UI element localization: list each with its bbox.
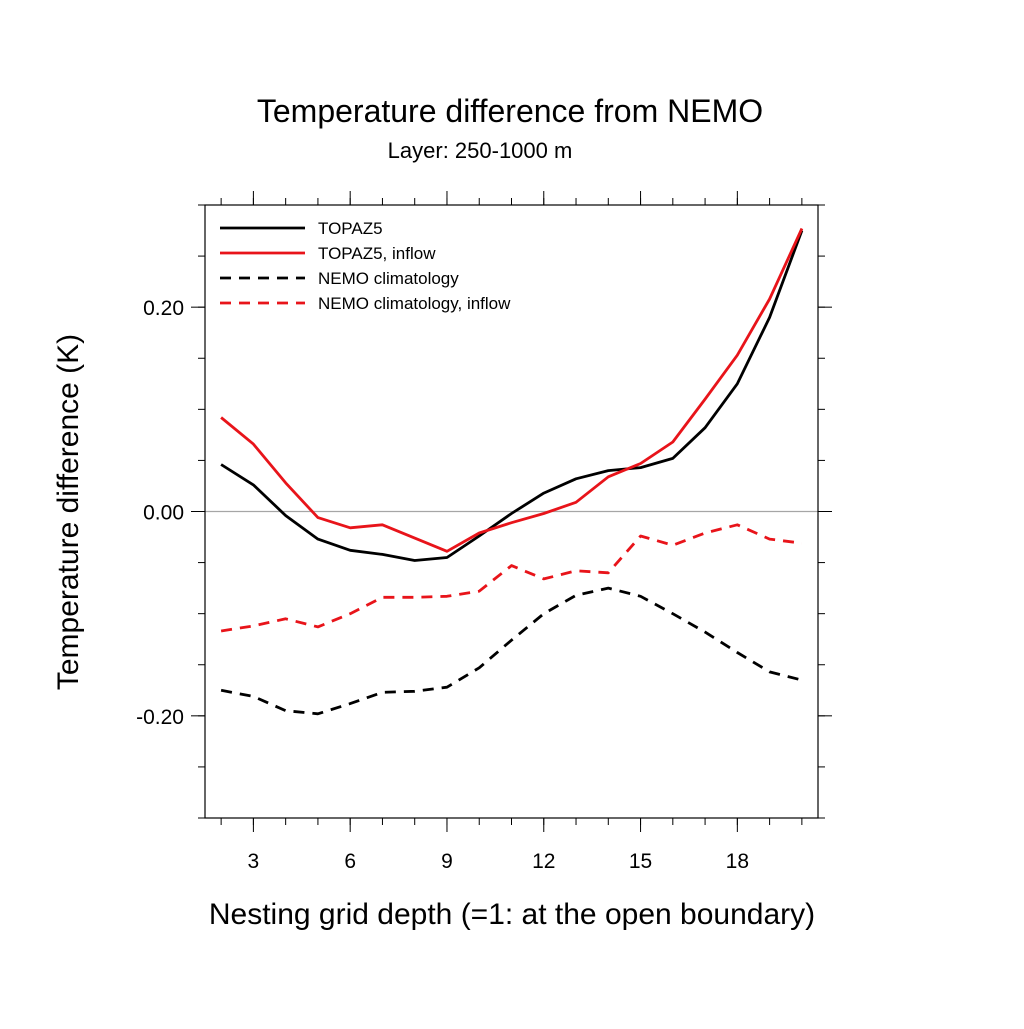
series-line-1 (220, 230, 804, 562)
series-line-2 (220, 227, 804, 553)
y-axis-label: Temperature difference (K) (52, 334, 85, 690)
y-tick-label: -0.20 (136, 706, 184, 729)
legend-label: NEMO climatology, inflow (318, 294, 511, 313)
y-tick-label: 0.00 (143, 502, 184, 525)
x-axis-label: Nesting grid depth (=1: at the open boun… (209, 898, 815, 931)
x-tick-label: 9 (441, 850, 453, 873)
plot-area: -0.20 0.00 0.20 3 6 9 12 15 18 TOPAZ5 TOPAZ5, infl… (136, 191, 832, 873)
legend-label: TOPAZ5 (318, 219, 383, 238)
x-tick-label: 6 (344, 850, 356, 873)
legend-label: TOPAZ5, inflow (318, 244, 436, 263)
chart-subtitle: Layer: 250-1000 m (388, 138, 573, 163)
x-tick-label: 18 (726, 850, 749, 873)
legend: TOPAZ5 TOPAZ5, inflow NEMO climatology NEMO… (220, 219, 511, 313)
series-line-4 (220, 523, 803, 633)
plot-frame (204, 204, 819, 819)
x-tick-label: 12 (532, 850, 555, 873)
legend-label: NEMO climatology (318, 269, 459, 288)
chart-title: Temperature difference from NEMO (257, 93, 763, 129)
x-tick-label: 15 (629, 850, 652, 873)
x-tick-label: 3 (248, 850, 260, 873)
y-tick-label: 0.20 (143, 297, 184, 320)
series-line-3 (220, 586, 803, 716)
